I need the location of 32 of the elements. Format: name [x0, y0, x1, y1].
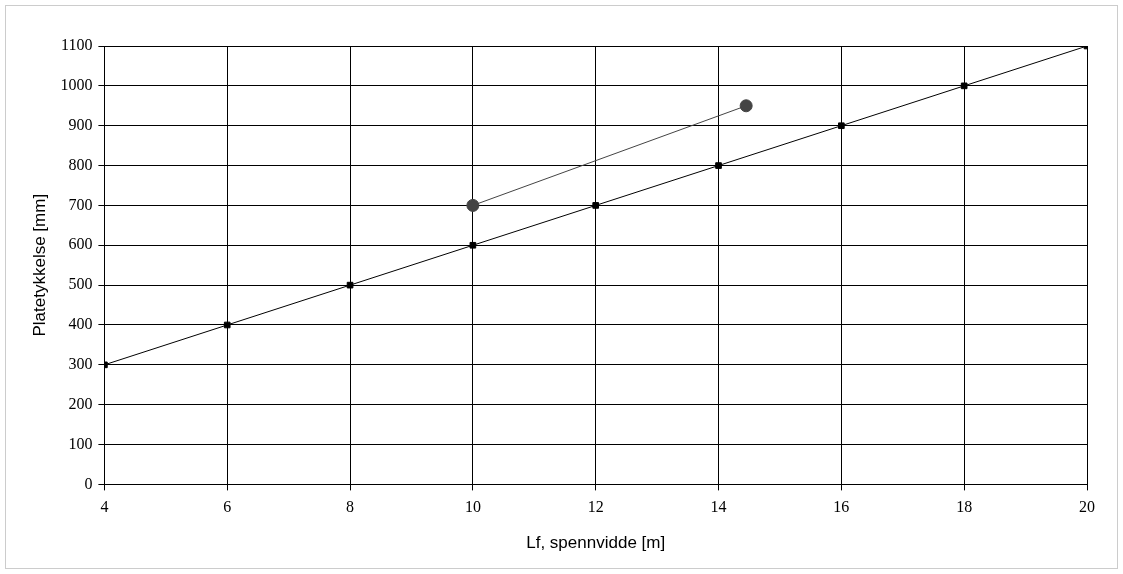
point — [223, 321, 231, 329]
x-tick-label: 12 — [587, 498, 604, 516]
y-tick-label: 0 — [84, 474, 93, 492]
point — [469, 241, 477, 249]
point — [739, 99, 753, 113]
point — [960, 82, 968, 90]
x-tick-label: 10 — [464, 498, 481, 516]
point — [346, 281, 354, 289]
x-tick-label: 6 — [223, 498, 232, 516]
y-tick-label: 1000 — [60, 76, 93, 94]
point — [715, 162, 722, 169]
y-tick-label: 700 — [68, 195, 93, 213]
y-tick-label: 900 — [68, 115, 93, 133]
x-tick-label: 20 — [1079, 498, 1095, 516]
x-tick-label: 8 — [346, 498, 355, 516]
y-axis-title: Platetykkelse [mm] — [29, 193, 49, 337]
y-tick-label: 400 — [68, 315, 93, 333]
y-tick-label: 100 — [68, 434, 93, 452]
x-tick-label: 14 — [710, 498, 727, 516]
y-tick-label: 800 — [68, 155, 93, 173]
y-tick-label: 200 — [68, 394, 93, 412]
point — [838, 122, 845, 130]
y-tick-label: 500 — [68, 275, 93, 293]
y-tick-label: 600 — [68, 235, 93, 253]
y-tick-label: 300 — [68, 355, 93, 373]
x-tick-label: 18 — [956, 498, 973, 516]
point — [466, 198, 480, 212]
x-tick-label: 4 — [100, 498, 109, 516]
x-tick-label: 16 — [833, 498, 850, 516]
point — [592, 202, 600, 209]
y-tick-label: 1100 — [60, 36, 93, 54]
x-axis-title: Lf, spennvidde [m] — [526, 533, 666, 553]
